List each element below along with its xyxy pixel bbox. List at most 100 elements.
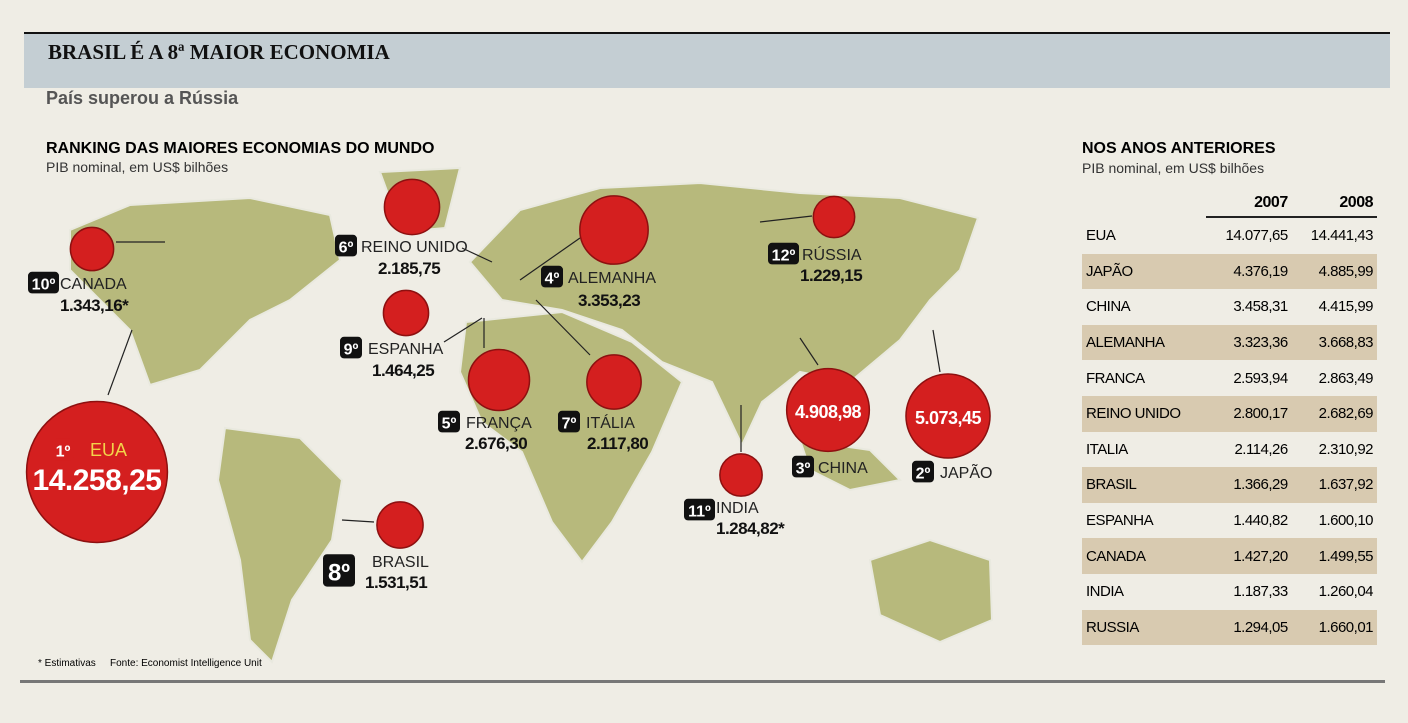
rank-box xyxy=(52,438,74,461)
rank: 7º xyxy=(562,415,577,432)
year-header: 2008 xyxy=(1291,190,1377,218)
country-cell: ESPANHA xyxy=(1086,512,1154,530)
rank-box xyxy=(335,234,357,257)
country-value: 1.464,25 xyxy=(372,361,434,380)
map: RANKING DAS MAIORES ECONOMIAS DO MUNDO P… xyxy=(25,140,994,669)
bubble xyxy=(812,195,856,239)
country-cell: RUSSIA xyxy=(1082,609,1207,646)
rank: 5º xyxy=(442,415,457,432)
table-row: JAPÃO 4.376,19 4.885,99 xyxy=(1082,253,1377,290)
country-name: JAPÃO xyxy=(940,462,992,482)
bubble xyxy=(785,367,871,453)
rank: 11º xyxy=(688,503,711,520)
value-cell: 1.660,01 xyxy=(1291,609,1377,646)
value-cell: 1.637,92 xyxy=(1291,467,1377,503)
rank: 3º xyxy=(796,460,811,477)
value-cell: 2.310,92 xyxy=(1318,440,1374,458)
value-cell: 4.376,19 xyxy=(1206,253,1292,290)
rank: 6º xyxy=(339,239,354,256)
table: 2007 2008 EUA 14.077,65 14.441,43 JAPÃO 4.376,… xyxy=(1082,190,1377,646)
country-value: 1.531,51 xyxy=(365,573,427,592)
leader-line xyxy=(519,237,581,281)
leader-line xyxy=(341,519,375,523)
bubble xyxy=(383,178,441,236)
bubble xyxy=(905,373,991,459)
rank: 2º xyxy=(916,465,931,482)
rank: 1º xyxy=(56,443,71,460)
bubble xyxy=(25,400,169,544)
country-cell: REINO UNIDO xyxy=(1082,395,1207,432)
country-value: 1.343,16* xyxy=(60,296,129,315)
value-cell: 2.593,94 xyxy=(1233,369,1288,387)
rank: 4º xyxy=(545,270,560,287)
rank: 10º xyxy=(32,276,56,293)
rank-box xyxy=(323,554,355,587)
rank-box xyxy=(792,455,814,478)
value-cell: 1.366,29 xyxy=(1206,467,1292,503)
leader-line xyxy=(799,337,819,366)
bubble xyxy=(376,501,424,549)
value-cell: 3.323,36 xyxy=(1206,324,1292,361)
value-cell: 1.499,55 xyxy=(1291,538,1377,574)
country-name: RÚSSIA xyxy=(802,245,862,264)
value-cell: 1.260,04 xyxy=(1318,583,1374,601)
value-cell: 2.800,17 xyxy=(1206,395,1292,432)
country-cell: CANADA xyxy=(1082,538,1207,574)
source: Fonte: Economist Intelligence Unit xyxy=(110,658,262,669)
leader-line xyxy=(107,329,133,396)
country-value: 1.284,82* xyxy=(716,519,785,538)
value-cell: 1.600,10 xyxy=(1318,512,1374,530)
bubble xyxy=(467,348,531,412)
rank-box xyxy=(558,410,580,433)
table-subtitle: PIB nominal, em US$ bilhões xyxy=(1082,160,1265,176)
country-name: CANADA xyxy=(60,276,127,293)
table-row: REINO UNIDO 2.800,17 2.682,69 xyxy=(1082,395,1377,432)
value-cell: 4.415,99 xyxy=(1318,298,1374,316)
bubble xyxy=(586,354,642,410)
country-name: ITÁLIA xyxy=(586,413,635,432)
rank: 9º xyxy=(344,341,359,358)
bubble xyxy=(382,289,430,337)
rank: 8º xyxy=(328,560,350,587)
value-cell: 1.440,82 xyxy=(1233,512,1288,530)
bubble xyxy=(579,195,649,265)
table-row: CANADA 1.427,20 1.499,55 xyxy=(1082,538,1377,574)
country-cell: ITALIA xyxy=(1086,440,1128,458)
country-name: EUA xyxy=(90,440,127,460)
value-cell: 2.863,49 xyxy=(1318,369,1374,387)
country-value: 3.353,23 xyxy=(578,291,640,310)
value-cell: 4.885,99 xyxy=(1291,253,1377,290)
country-value: 2.117,80 xyxy=(587,434,648,453)
table-row: ESPANHA 1.440,82 1.600,10 xyxy=(1082,503,1377,539)
country-name: CHINA xyxy=(818,460,868,477)
country-cell: JAPÃO xyxy=(1082,253,1207,290)
leader-line xyxy=(759,215,813,223)
table-row: ITALIA 2.114,26 2.310,92 xyxy=(1082,432,1377,468)
country-name: INDIA xyxy=(716,500,759,517)
bubble xyxy=(719,453,763,497)
table-row: ALEMANHA 3.323,36 3.668,83 xyxy=(1082,324,1377,361)
table-row: CHINA 3.458,31 4.415,99 xyxy=(1082,289,1377,325)
rank-box xyxy=(768,242,799,265)
country-value: 5.073,45 xyxy=(915,408,982,428)
header-cell xyxy=(1082,190,1206,217)
leader-line xyxy=(932,329,941,373)
rank-box xyxy=(28,271,59,294)
leader-line xyxy=(535,299,591,356)
value-cell: 14.441,43 xyxy=(1310,227,1374,245)
rank-box xyxy=(912,460,934,483)
title: BRASIL É A 8ª MAIOR ECONOMIA xyxy=(48,40,390,64)
country-name: BRASIL xyxy=(372,554,429,571)
value-cell: 3.458,31 xyxy=(1233,298,1288,316)
map-subtitle: PIB nominal, em US$ bilhões xyxy=(46,159,228,175)
country-value: 14.258,25 xyxy=(33,464,162,497)
table-row: FRANCA 2.593,94 2.863,49 xyxy=(1082,360,1377,396)
footnote: * Estimativas xyxy=(38,658,96,669)
rank-box xyxy=(541,265,563,288)
title-bar: BRASIL É A 8ª MAIOR ECONOMIA xyxy=(24,32,1390,88)
table-row: RUSSIA 1.294,05 1.660,01 xyxy=(1082,609,1377,646)
table-row: BRASIL 1.366,29 1.637,92 xyxy=(1082,467,1377,503)
map-title: RANKING DAS MAIORES ECONOMIAS DO MUNDO xyxy=(46,140,434,157)
year-header: 2007 xyxy=(1206,190,1292,218)
country-name: FRANÇA xyxy=(466,415,532,432)
